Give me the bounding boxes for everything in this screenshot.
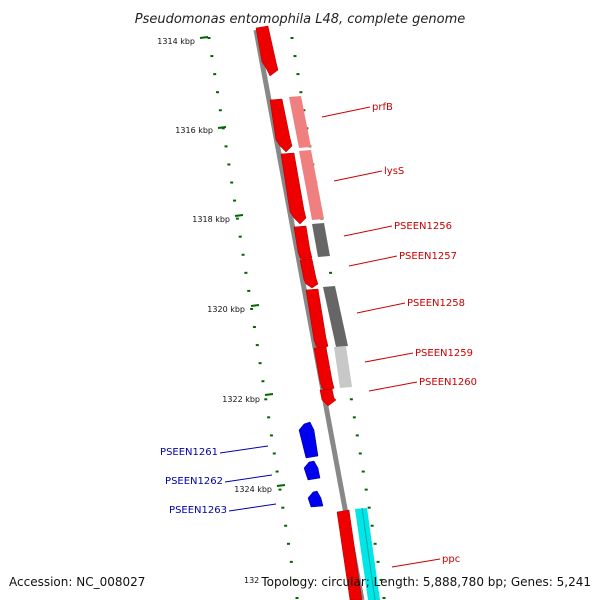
tick-label: 1320 kbp [207,305,245,314]
topology-label: Topology: circular; Length: 5,888,780 bp… [260,575,591,589]
tick-mark [199,36,209,39]
gene-label-PSEEN1259: PSEEN1259 [415,348,473,359]
gene-arrow [280,152,307,225]
leader-line [368,381,418,392]
forward-gene-labels: prfB lysS PSEEN1256 PSEEN1257 PSEEN1258 … [321,102,477,568]
gene-label-PSEEN1262: PSEEN1262 [165,476,223,487]
cog-bar [334,346,352,388]
tick-group: 1314 kbp 1316 kbp 1318 kbp 1320 kbp 1322… [157,36,286,494]
gene-arrow [269,98,293,153]
tick-mark [264,393,274,396]
leader-line [343,225,393,237]
tick-mark [234,214,244,217]
leader-line [356,302,406,314]
cog-bar [299,150,324,220]
leader-line [228,503,277,512]
gene-arrow [336,509,363,600]
gene-label-PSEEN1261: PSEEN1261 [160,447,218,458]
cog-bar [312,223,330,257]
reverse-cds-track [298,421,324,508]
forward-cds-track [255,25,363,600]
tick-mark [217,126,227,129]
map-title: Pseudomonas entomophila L48, complete ge… [135,12,466,27]
tick-label: 1322 kbp [222,395,260,404]
gene-label-ppc: ppc [442,554,460,565]
tick-label: 1314 kbp [157,37,195,46]
gene-label-PSEEN1263: PSEEN1263 [169,505,227,516]
gene-arrow [255,25,279,77]
leader-line [321,106,371,118]
leader-line [364,352,414,363]
tick-label: 1318 kbp [192,215,230,224]
leader-line [391,558,441,568]
tick-mark [250,304,260,307]
leader-line [219,445,269,454]
gene-arrow [303,460,321,481]
gene-arrow [298,421,319,459]
tick-mark [276,484,286,487]
gene-label-prfB: prfB [372,102,393,113]
cog-bar [355,508,380,600]
reverse-gene-labels: PSEEN1261 PSEEN1262 PSEEN1263 [160,445,277,516]
gene-label-PSEEN1257: PSEEN1257 [399,251,457,262]
leader-line [333,170,383,182]
gene-arrow [319,388,337,407]
tick-label: 1324 kbp [234,485,272,494]
gene-arrow [299,258,319,289]
cog-bar [323,286,348,347]
cog-bar-edge [361,507,376,600]
gene-label-PSEEN1258: PSEEN1258 [407,298,465,309]
inner-dotted-guide [207,37,299,599]
leader-line [224,474,273,483]
cut-tick-label: 132 [244,576,259,585]
leader-line [348,255,398,267]
cog-bar [289,96,311,148]
tick-label: 1316 kbp [175,126,213,135]
cog-bars [289,96,380,600]
gene-label-PSEEN1256: PSEEN1256 [394,221,452,232]
gene-arrow [307,490,324,508]
gene-label-lysS: lysS [384,166,404,177]
gene-label-PSEEN1260: PSEEN1260 [419,377,477,388]
accession-label: Accession: NC_008027 [9,575,145,589]
